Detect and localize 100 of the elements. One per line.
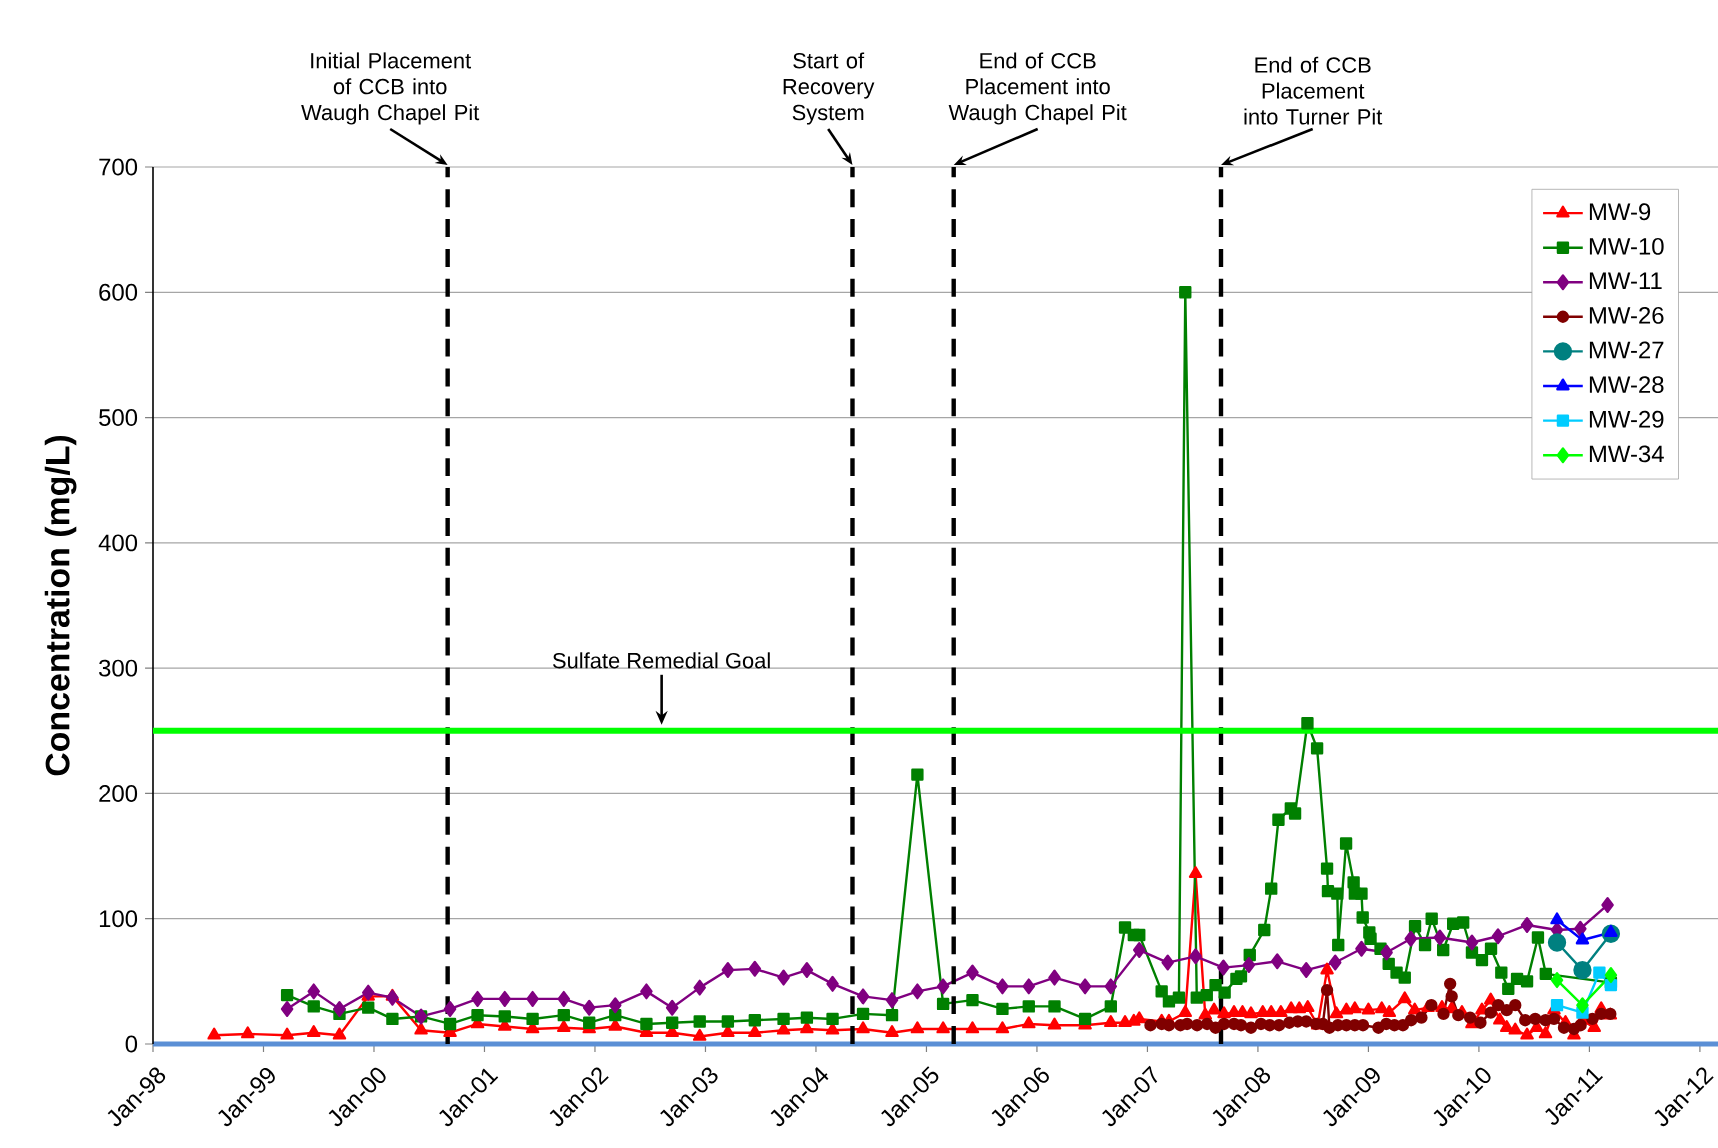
point (526, 990, 539, 1007)
point (911, 983, 924, 1000)
point (1474, 1016, 1487, 1029)
point (1601, 896, 1614, 913)
point (748, 960, 762, 977)
y-tick-label: 400 (98, 534, 138, 552)
y-tick-label: 0 (125, 1035, 138, 1053)
y-tick-label: 700 (99, 158, 138, 176)
point (1509, 998, 1522, 1012)
point (1576, 997, 1589, 1014)
ref-line-label: Initial Placement of CCB into Waugh Chapel Pit (301, 52, 480, 125)
point (471, 990, 484, 1007)
point (1048, 969, 1061, 986)
point (966, 964, 979, 981)
point (361, 984, 375, 1001)
point (1500, 1004, 1513, 1017)
point (582, 999, 596, 1016)
point (1404, 930, 1418, 947)
point (1574, 1019, 1587, 1032)
point (1299, 962, 1313, 979)
point (1272, 1019, 1286, 1032)
point (1465, 934, 1479, 951)
point (1604, 967, 1618, 984)
point (1484, 1006, 1497, 1019)
point (1404, 1014, 1418, 1027)
point (1022, 978, 1036, 995)
point (1492, 998, 1505, 1012)
point (1547, 933, 1567, 952)
point (557, 990, 571, 1007)
point (1189, 948, 1202, 965)
point (1380, 944, 1393, 961)
point (1132, 942, 1146, 959)
point (386, 989, 399, 1006)
point (885, 992, 899, 1009)
point (1356, 1019, 1370, 1032)
point (1200, 1017, 1214, 1031)
point (665, 999, 679, 1016)
point (1425, 998, 1438, 1012)
point (800, 962, 814, 979)
ref-line-label: Sulfate Remedial Goal (552, 652, 770, 669)
y-axis-title: Concentration (mg/L) (44, 435, 77, 776)
point (1437, 1007, 1450, 1021)
ref-line-label: Start of Recovery System (783, 52, 875, 125)
legend-label: MW-9 (1589, 203, 1651, 221)
point (1161, 954, 1174, 971)
y-tick-label: 600 (99, 283, 138, 301)
point (1443, 977, 1457, 991)
point (1320, 983, 1334, 997)
point (1550, 998, 1564, 1012)
legend-label: MW-27 (1589, 341, 1664, 359)
y-tick-label: 200 (99, 784, 138, 802)
legend-label: MW-29 (1589, 410, 1664, 428)
point (1433, 929, 1447, 946)
point (1244, 1021, 1258, 1034)
point (1575, 932, 1590, 945)
point (1557, 1021, 1571, 1034)
point (1104, 978, 1118, 995)
point (856, 988, 870, 1005)
legend-label: MW-28 (1589, 376, 1664, 394)
point (1078, 978, 1092, 995)
point (640, 983, 653, 1000)
legend-label: MW-11 (1589, 272, 1662, 289)
y-tick-label: 300 (99, 659, 138, 677)
legend-label: MW-26 (1589, 306, 1664, 324)
point (1550, 912, 1564, 925)
point (1270, 953, 1284, 970)
point (280, 1000, 294, 1017)
point (1519, 1014, 1532, 1027)
point (1547, 1012, 1561, 1026)
legend-label: MW-10 (1589, 237, 1664, 255)
point (1396, 1019, 1410, 1032)
ref-line-label: End of CCB Placement into Turner Pit (1244, 56, 1383, 125)
point (826, 975, 839, 992)
point (1491, 928, 1505, 945)
point (1573, 960, 1592, 980)
ref-line-label: End of CCB Placement into Waugh Chapel Pit (948, 52, 1127, 125)
point (1162, 1019, 1176, 1032)
point (307, 983, 321, 1000)
point (1190, 1019, 1204, 1032)
point (1452, 1009, 1465, 1022)
point (1144, 1019, 1157, 1032)
y-tick-label: 500 (99, 409, 138, 427)
point (1445, 990, 1458, 1003)
point (1529, 1012, 1542, 1026)
point (721, 962, 735, 979)
point (1520, 917, 1534, 933)
point (1328, 954, 1342, 971)
point (936, 978, 950, 995)
point (498, 990, 512, 1007)
point (1234, 1019, 1248, 1032)
point (1180, 1017, 1194, 1031)
point (1217, 1017, 1231, 1031)
y-tick-label: 100 (99, 910, 138, 928)
legend-label: MW-34 (1589, 445, 1664, 463)
point (996, 978, 1009, 995)
point (1217, 959, 1230, 976)
point (1415, 1011, 1428, 1024)
point (693, 979, 706, 996)
point (1593, 966, 1606, 979)
point (333, 1000, 346, 1017)
